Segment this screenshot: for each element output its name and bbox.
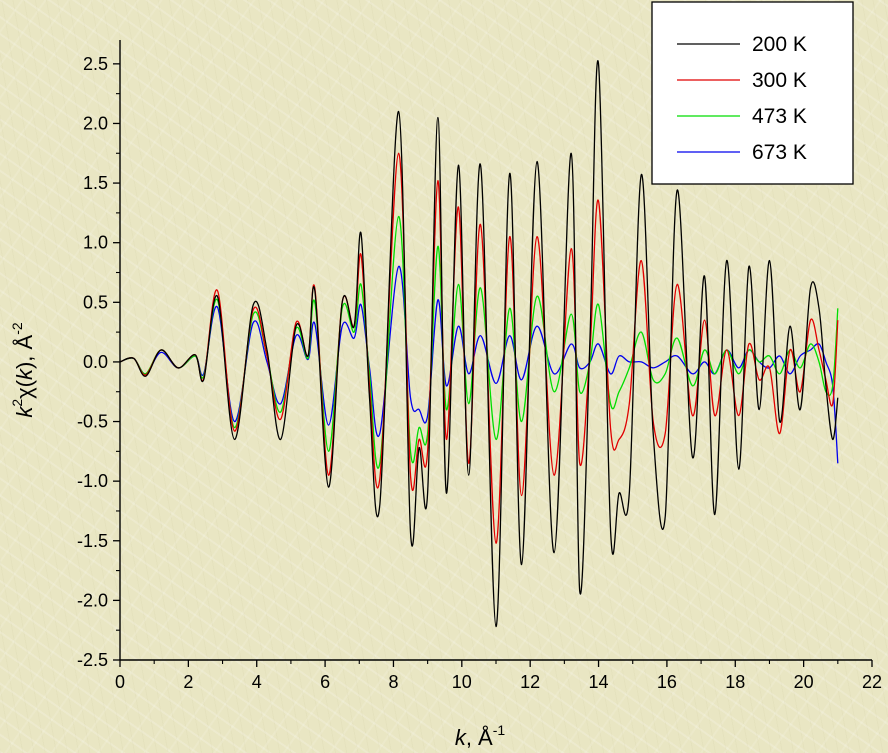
y-tick-label: 2.5 [83,54,108,74]
legend-label-200k: 200 K [752,33,807,56]
y-tick-label: 1.0 [83,233,108,253]
y-tick-label: -2.0 [77,590,108,610]
x-tick-label: 6 [320,672,330,692]
x-tick-labels: 0 2 4 6 8 10 12 14 16 18 20 22 [115,672,882,692]
y-tick-label: 2.0 [83,113,108,133]
legend: 200 K 300 K 473 K 673 K [651,1,854,185]
series-line-473k [119,215,839,469]
axes [113,40,873,667]
y-tick-label: -0.5 [77,412,108,432]
x-tick-label: 4 [252,672,262,692]
legend-label-673k: 673 K [752,141,807,164]
x-tick-label: 8 [388,672,398,692]
legend-label-473k: 473 K [752,105,807,128]
series-line-200k [119,60,839,628]
x-tick-label: 0 [115,672,125,692]
x-tick-label: 14 [589,672,609,692]
y-tick-labels: -2.5 -2.0 -1.5 -1.0 -0.5 0.0 0.5 1.0 1.5 2.0 2.5 [77,54,108,670]
y-tick-label: 1.5 [83,173,108,193]
x-tick-label: 2 [183,672,193,692]
x-tick-label: 16 [657,672,677,692]
x-tick-label: 20 [794,672,814,692]
x-tick-label: 22 [862,672,882,692]
x-axis-title: k, Å-1 [455,722,506,750]
x-tick-label: 18 [725,672,745,692]
x-tick-label: 12 [520,672,540,692]
plot-lines [119,60,839,628]
series-line-673k [119,265,839,464]
legend-box [651,1,854,185]
x-tick-label: 10 [452,672,472,692]
y-tick-label: 0.0 [83,352,108,372]
y-tick-label: 0.5 [83,292,108,312]
y-axis-title: k2χ(k), Å-2 [9,322,37,418]
y-tick-label: -1.0 [77,471,108,491]
y-tick-label: -2.5 [77,650,108,670]
legend-label-300k: 300 K [752,69,807,92]
series-line-300k [119,152,839,544]
y-tick-label: -1.5 [77,531,108,551]
